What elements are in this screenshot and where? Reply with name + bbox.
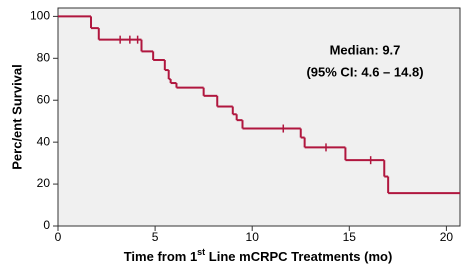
x-tick-label: 0 <box>55 230 62 244</box>
x-tick-label: 20 <box>440 230 454 244</box>
x-tick-label: 15 <box>343 230 357 244</box>
y-axis-label: Perc/ent Survival <box>9 64 24 170</box>
annotation: Median: 9.7 <box>330 42 401 57</box>
y-tick-label: 0 <box>43 218 50 232</box>
x-axis-label-part: Line mCRPC Treatments (mo) <box>205 249 392 264</box>
x-axis-label: Time from 1st Line mCRPC Treatments (mo) <box>124 247 393 264</box>
x-axis-label-part: Time from 1 <box>124 249 197 264</box>
annotation: (95% CI: 4.6 – 14.8) <box>306 64 423 79</box>
x-tick-label: 5 <box>152 230 159 244</box>
y-tick-label: 80 <box>37 50 51 64</box>
y-tick-label: 60 <box>37 92 51 106</box>
x-axis-label-part: st <box>197 247 205 257</box>
y-tick-label: 20 <box>37 176 51 190</box>
plot-area <box>57 7 461 227</box>
y-tick-label: 40 <box>37 134 51 148</box>
x-tick-label: 10 <box>246 230 260 244</box>
y-tick-label: 100 <box>30 9 50 23</box>
